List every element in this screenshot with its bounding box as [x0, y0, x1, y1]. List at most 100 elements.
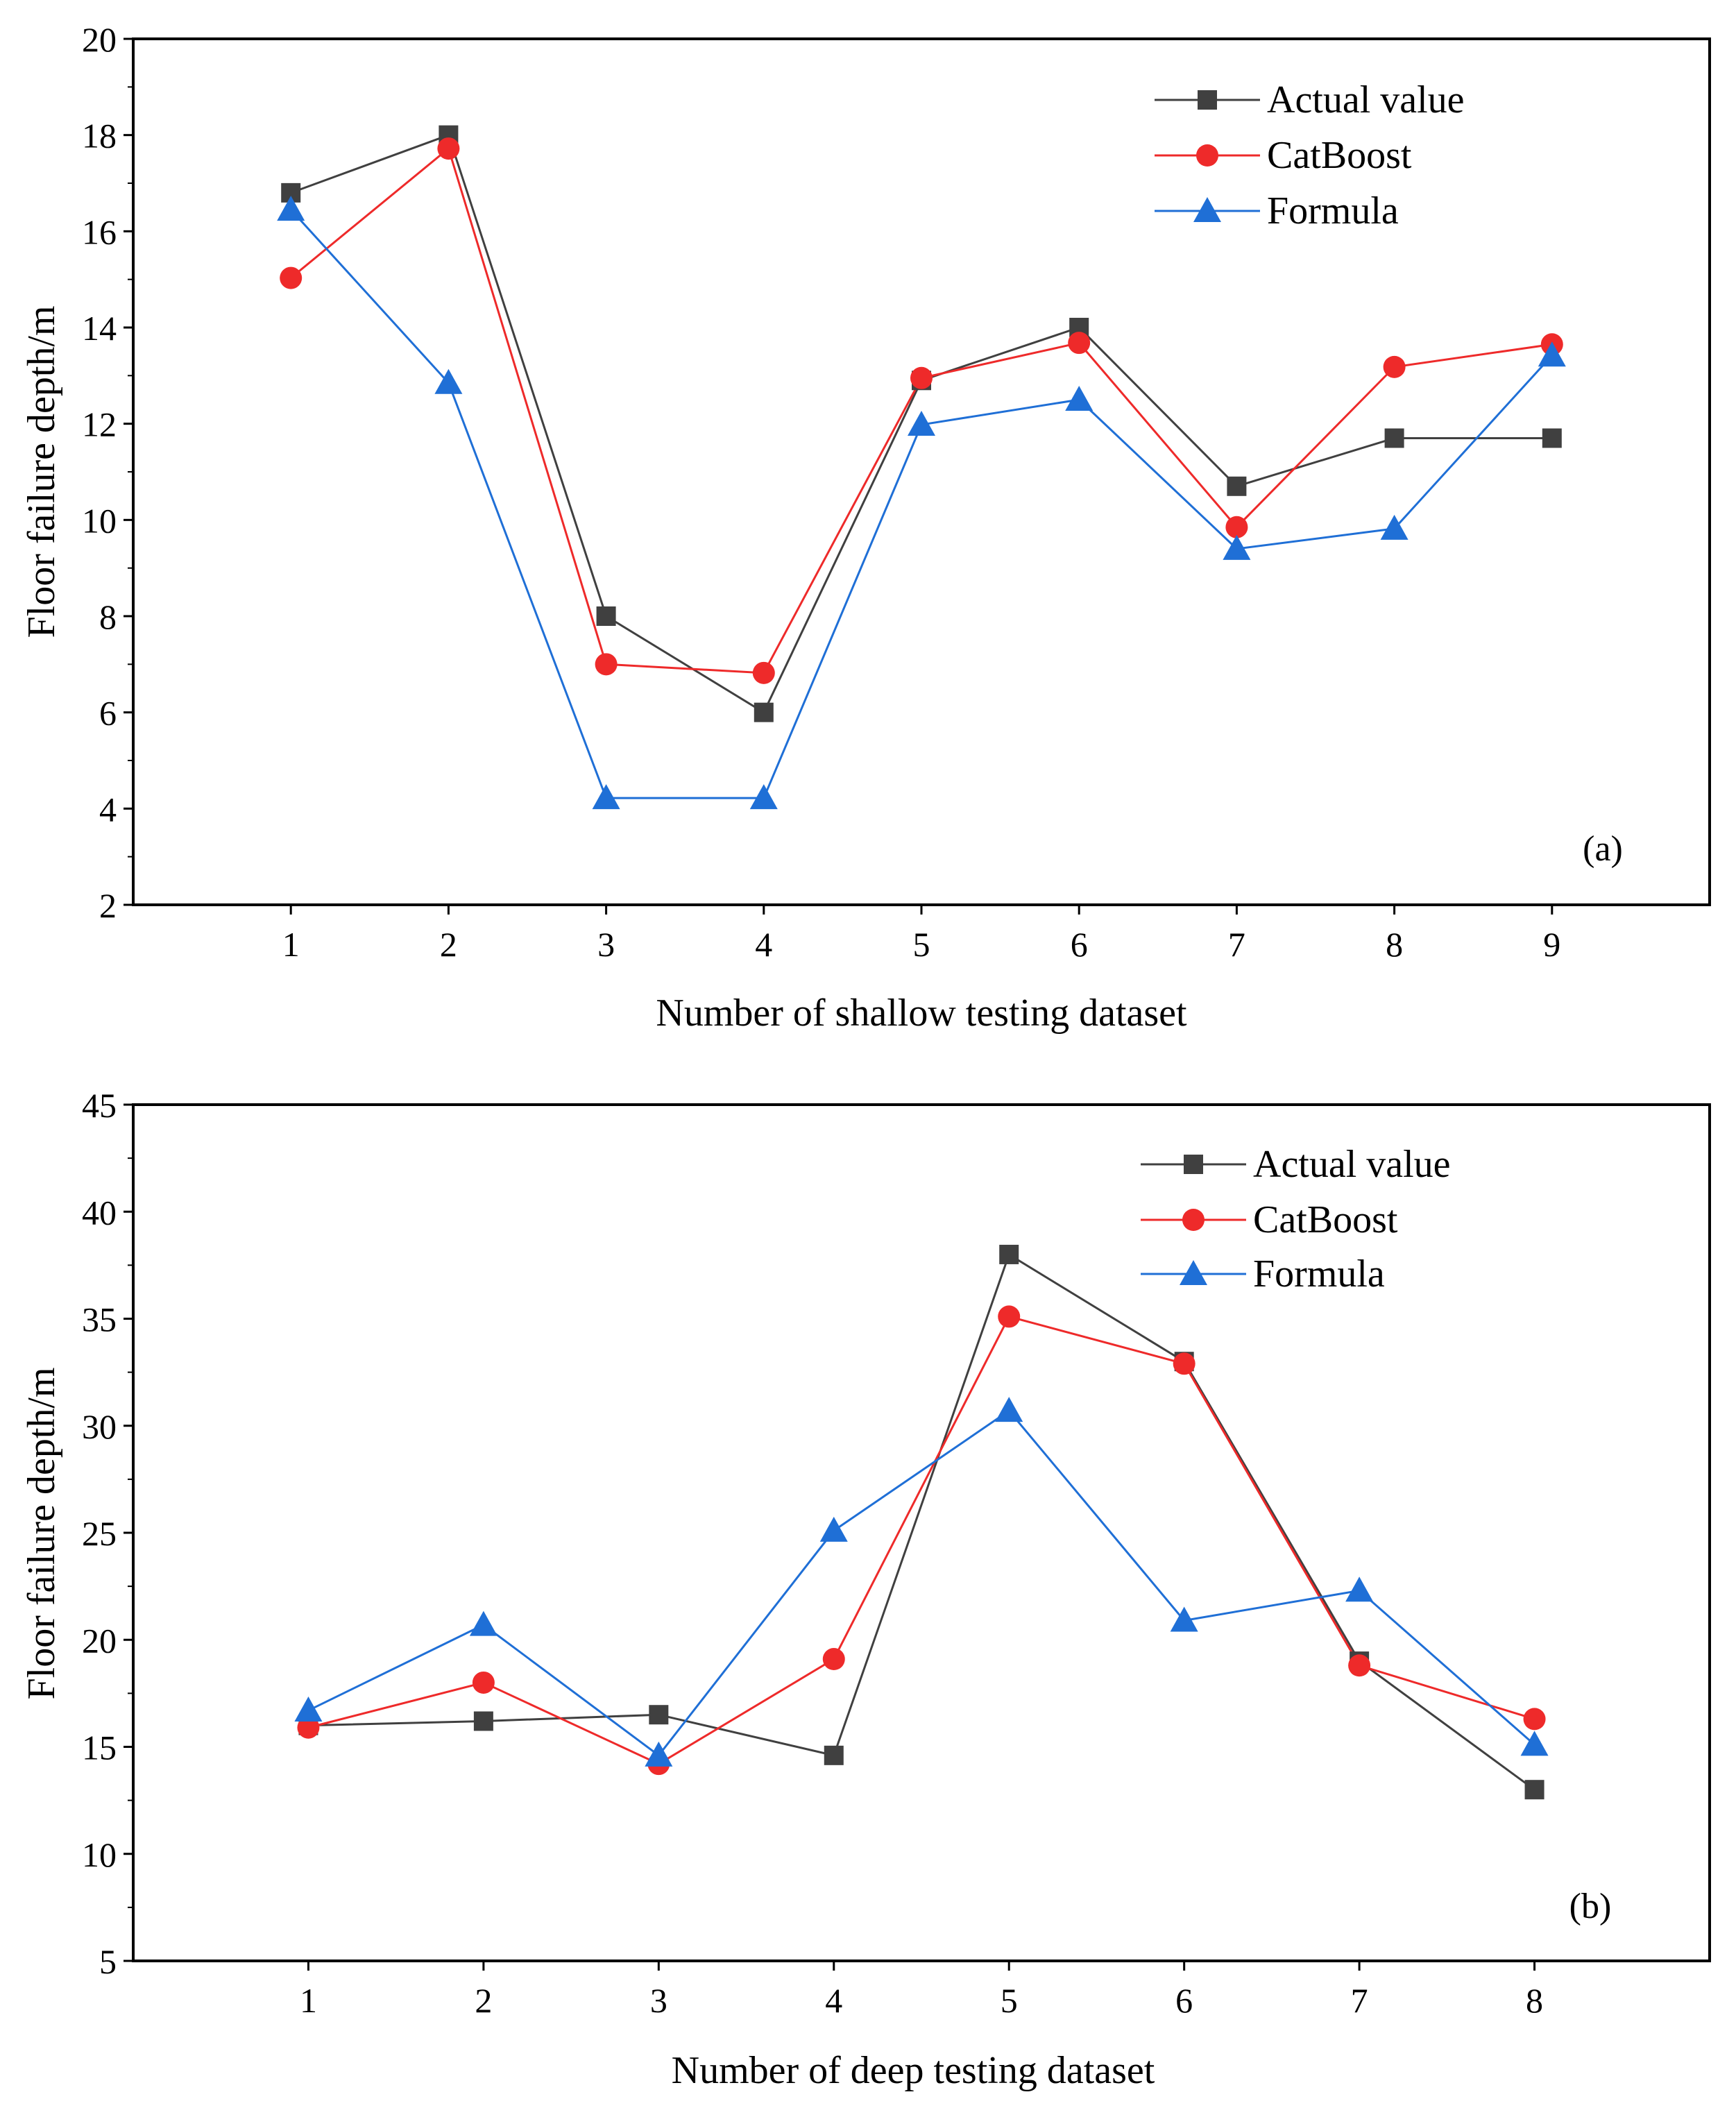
legend-label-catboost-a: CatBoost [1267, 134, 1412, 177]
plot-frame-b [132, 1103, 1711, 1962]
y-tick-label-a-4: 4 [99, 790, 117, 828]
y-tick-label-b-45: 45 [82, 1086, 117, 1125]
point-actual-value-a-9 [1542, 428, 1562, 448]
series-line-layer-a [290, 133, 1553, 799]
point-actual-value-b-8 [1524, 1780, 1544, 1800]
y-tick-label-a-20: 20 [82, 20, 117, 59]
y-tick-label-b-25: 25 [82, 1514, 117, 1553]
x-tick-label-a-1: 1 [282, 925, 300, 964]
legend-item-actual-a: Actual value [1155, 78, 1465, 121]
y-tick-label-b-40: 40 [82, 1193, 117, 1232]
legend-label-catboost-b: CatBoost [1253, 1198, 1398, 1241]
x-tick-label-b-2: 2 [475, 1981, 492, 2020]
x-tick-label-b-3: 3 [650, 1981, 667, 2020]
point-actual-value-a-7 [1227, 476, 1247, 496]
point-actual-value-a-3 [596, 606, 616, 626]
x-tick-label-a-6: 6 [1071, 925, 1088, 964]
x-tick-label-a-2: 2 [440, 925, 457, 964]
point-formula-a-3 [592, 784, 620, 810]
point-catboost-a-3 [595, 653, 618, 676]
point-catboost-a-1 [280, 266, 303, 289]
point-actual-value-a-4 [754, 702, 774, 722]
point-formula-a-2 [434, 368, 463, 394]
point-formula-a-6 [1065, 386, 1093, 411]
point-formula-b-6 [1170, 1606, 1198, 1632]
legend-item-actual-b: Actual value [1141, 1143, 1451, 1186]
legend-label-actual-a: Actual value [1267, 78, 1465, 121]
point-catboost-b-8 [1523, 1708, 1546, 1731]
x-tick-label-a-9: 9 [1543, 925, 1560, 964]
legend-item-catboost-a: CatBoost [1155, 134, 1412, 177]
point-formula-b-8 [1520, 1731, 1549, 1756]
point-actual-value-b-4 [824, 1745, 844, 1765]
legend-item-formula-b: Formula [1141, 1252, 1385, 1295]
plot-frame-a [132, 37, 1711, 906]
legend-marker-catboost-b [1182, 1209, 1205, 1231]
y-tick-label-b-20: 20 [82, 1621, 117, 1660]
legend-label-formula-a: Formula [1267, 189, 1399, 232]
point-formula-b-1 [294, 1697, 323, 1722]
x-tick-label-b-8: 8 [1526, 1981, 1543, 2020]
series-line-formula-a [290, 209, 1553, 799]
x-ticks-b: 1 2 3 4 5 6 7 8 [300, 1961, 1543, 2020]
point-formula-a-9 [1538, 341, 1566, 367]
point-catboost-a-4 [752, 661, 775, 684]
y-ticks-a: 2 4 6 8 10 12 14 16 18 20 [82, 20, 133, 925]
point-formula-a-4 [749, 784, 778, 810]
point-formula-a-7 [1223, 534, 1251, 560]
series-marker-layer-b [294, 1244, 1549, 1800]
y-tick-label-b-30: 30 [82, 1407, 117, 1446]
y-tick-label-b-5: 5 [99, 1942, 117, 1981]
y-tick-label-a-18: 18 [82, 117, 117, 155]
point-catboost-b-5 [998, 1305, 1021, 1328]
x-tick-label-b-4: 4 [825, 1981, 842, 2020]
y-tick-label-a-14: 14 [82, 309, 117, 348]
series-lines-b [294, 1244, 1549, 1800]
y-tick-label-a-8: 8 [99, 597, 117, 636]
legend-a: Actual value CatBoost Formula [1155, 78, 1465, 232]
point-catboost-a-6 [1068, 332, 1091, 355]
x-axis-title-b: Number of deep testing dataset [672, 2049, 1155, 2092]
x-tick-label-b-1: 1 [300, 1981, 317, 2020]
legend-marker-formula-a [1193, 197, 1221, 222]
point-actual-value-b-5 [999, 1244, 1019, 1264]
point-catboost-a-5 [910, 366, 933, 389]
point-formula-b-2 [469, 1610, 497, 1636]
y-tick-label-a-2: 2 [99, 886, 117, 925]
y-tick-label-b-15: 15 [82, 1728, 117, 1767]
point-formula-a-5 [908, 411, 935, 436]
legend-marker-formula-b [1180, 1260, 1207, 1285]
point-catboost-a-8 [1383, 355, 1406, 378]
x-tick-label-a-4: 4 [755, 925, 772, 964]
legend-label-formula-b: Formula [1253, 1252, 1385, 1295]
point-catboost-a-2 [437, 137, 460, 160]
y-tick-label-b-35: 35 [82, 1300, 117, 1339]
x-tick-label-a-7: 7 [1228, 925, 1245, 964]
x-ticks-a: 1 2 3 4 5 6 7 8 9 [282, 905, 1560, 964]
point-catboost-a-7 [1225, 516, 1248, 538]
y-tick-label-a-10: 10 [82, 501, 117, 540]
series-marker-layer-a [277, 125, 1566, 810]
point-catboost-b-6 [1173, 1352, 1195, 1375]
series-lines-a [277, 125, 1566, 810]
legend-marker-actual-a [1198, 90, 1217, 110]
series-line-formula-b [307, 1409, 1535, 1757]
point-actual-value-b-2 [473, 1711, 493, 1731]
point-catboost-b-1 [297, 1716, 320, 1739]
series-line-layer-b [307, 1252, 1535, 1791]
legend-label-actual-b: Actual value [1253, 1143, 1451, 1186]
x-tick-label-a-3: 3 [597, 925, 615, 964]
panel-label-a: (a) [1583, 829, 1623, 869]
y-axis-title-a: Floor failure depth/m [20, 305, 63, 638]
point-formula-a-1 [277, 196, 305, 221]
x-tick-label-b-5: 5 [1001, 1981, 1018, 2020]
legend-item-formula-a: Formula [1155, 189, 1399, 232]
legend-b: Actual value CatBoost Formula [1141, 1143, 1451, 1295]
point-formula-b-7 [1345, 1576, 1374, 1602]
point-catboost-b-2 [472, 1671, 495, 1694]
x-tick-label-b-6: 6 [1175, 1981, 1193, 2020]
point-formula-b-5 [995, 1397, 1023, 1422]
